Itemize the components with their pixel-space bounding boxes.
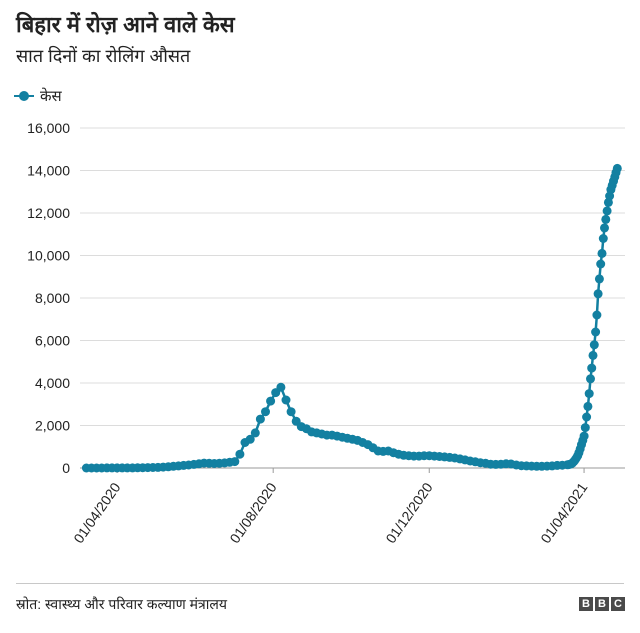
y-tick-label: 2,000 bbox=[35, 418, 70, 434]
logo-letter: B bbox=[595, 597, 609, 611]
y-tick-label: 12,000 bbox=[27, 205, 70, 221]
data-point bbox=[235, 449, 245, 459]
logo-letter: B bbox=[579, 597, 593, 611]
data-point bbox=[276, 382, 286, 392]
data-point bbox=[591, 327, 601, 337]
chart-title: बिहार में रोज़ आने वाले केस bbox=[16, 12, 235, 37]
data-point bbox=[250, 428, 260, 438]
y-tick-label: 16,000 bbox=[27, 120, 70, 136]
data-point bbox=[589, 340, 599, 350]
data-point bbox=[596, 259, 606, 269]
data-point bbox=[245, 434, 255, 444]
data-point bbox=[230, 457, 240, 467]
y-tick-label: 6,000 bbox=[35, 333, 70, 349]
data-point bbox=[593, 289, 603, 299]
data-point bbox=[587, 363, 597, 373]
gridlines bbox=[80, 127, 625, 469]
logo-letter: C bbox=[611, 597, 625, 611]
footer-divider bbox=[16, 583, 624, 584]
data-point bbox=[588, 350, 598, 360]
y-tick-label: 4,000 bbox=[35, 375, 70, 391]
chart-subtitle: सात दिनों का रोलिंग औसत bbox=[16, 46, 191, 66]
x-tick-label: 01/08/2020 bbox=[226, 479, 279, 546]
y-tick-label: 0 bbox=[62, 460, 70, 476]
data-point bbox=[583, 401, 593, 411]
data-point bbox=[266, 396, 276, 406]
data-point bbox=[580, 423, 590, 433]
data-point bbox=[281, 395, 291, 405]
data-point bbox=[579, 431, 589, 441]
data-point bbox=[592, 310, 602, 320]
x-tick-label: 01/04/2021 bbox=[537, 479, 590, 546]
data-point bbox=[261, 407, 270, 417]
x-axis: 01/04/2020 01/08/2020 01/12/2020 01/04/2021 bbox=[70, 468, 591, 546]
data-point bbox=[584, 389, 594, 399]
data-point bbox=[598, 234, 608, 243]
data-point bbox=[601, 214, 611, 224]
legend-label: केस bbox=[40, 87, 63, 105]
data-point bbox=[582, 412, 592, 422]
data-point bbox=[597, 248, 607, 258]
y-axis: 0 2,000 4,000 6,000 8,000 10,000 12,000 14,000 1… bbox=[27, 120, 70, 476]
series-cases bbox=[81, 163, 622, 473]
legend-marker bbox=[19, 91, 29, 101]
data-point bbox=[602, 206, 612, 216]
data-point bbox=[586, 374, 595, 384]
y-tick-label: 8,000 bbox=[35, 290, 70, 306]
x-tick-label: 01/04/2020 bbox=[70, 479, 123, 546]
legend: केस bbox=[14, 87, 63, 105]
data-point bbox=[594, 274, 604, 284]
bbc-logo: B B C bbox=[579, 597, 625, 611]
data-point bbox=[612, 163, 622, 173]
y-tick-label: 10,000 bbox=[27, 248, 70, 264]
source-note: स्रोत: स्वास्थ्य और परिवार कल्याण मंत्रा… bbox=[16, 596, 227, 612]
data-point bbox=[286, 407, 296, 417]
data-point bbox=[600, 223, 609, 233]
data-point bbox=[255, 414, 265, 424]
y-tick-label: 14,000 bbox=[27, 163, 70, 179]
x-tick-label: 01/12/2020 bbox=[382, 479, 435, 546]
